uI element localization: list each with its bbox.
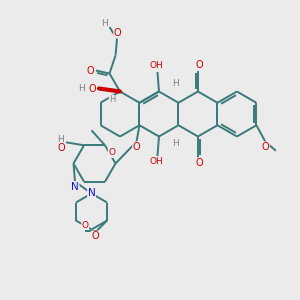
Text: O: O [195, 158, 203, 168]
Text: H: H [172, 140, 179, 148]
Text: O: O [262, 142, 269, 152]
Text: O: O [88, 83, 96, 94]
Text: H: H [101, 19, 107, 28]
Text: O: O [133, 142, 140, 152]
Text: N: N [88, 188, 95, 199]
Text: OH: OH [150, 61, 164, 70]
Text: O: O [114, 28, 122, 38]
Text: H: H [58, 135, 64, 144]
Text: O: O [108, 148, 115, 158]
Text: O: O [57, 143, 65, 153]
Text: H: H [79, 84, 85, 93]
Text: OH: OH [150, 158, 164, 166]
Text: O: O [91, 231, 99, 241]
Text: N: N [71, 182, 79, 192]
Text: O: O [87, 65, 94, 76]
Text: H: H [109, 95, 116, 104]
Text: H: H [172, 80, 179, 88]
Text: O: O [82, 220, 89, 230]
Text: O: O [195, 60, 203, 70]
